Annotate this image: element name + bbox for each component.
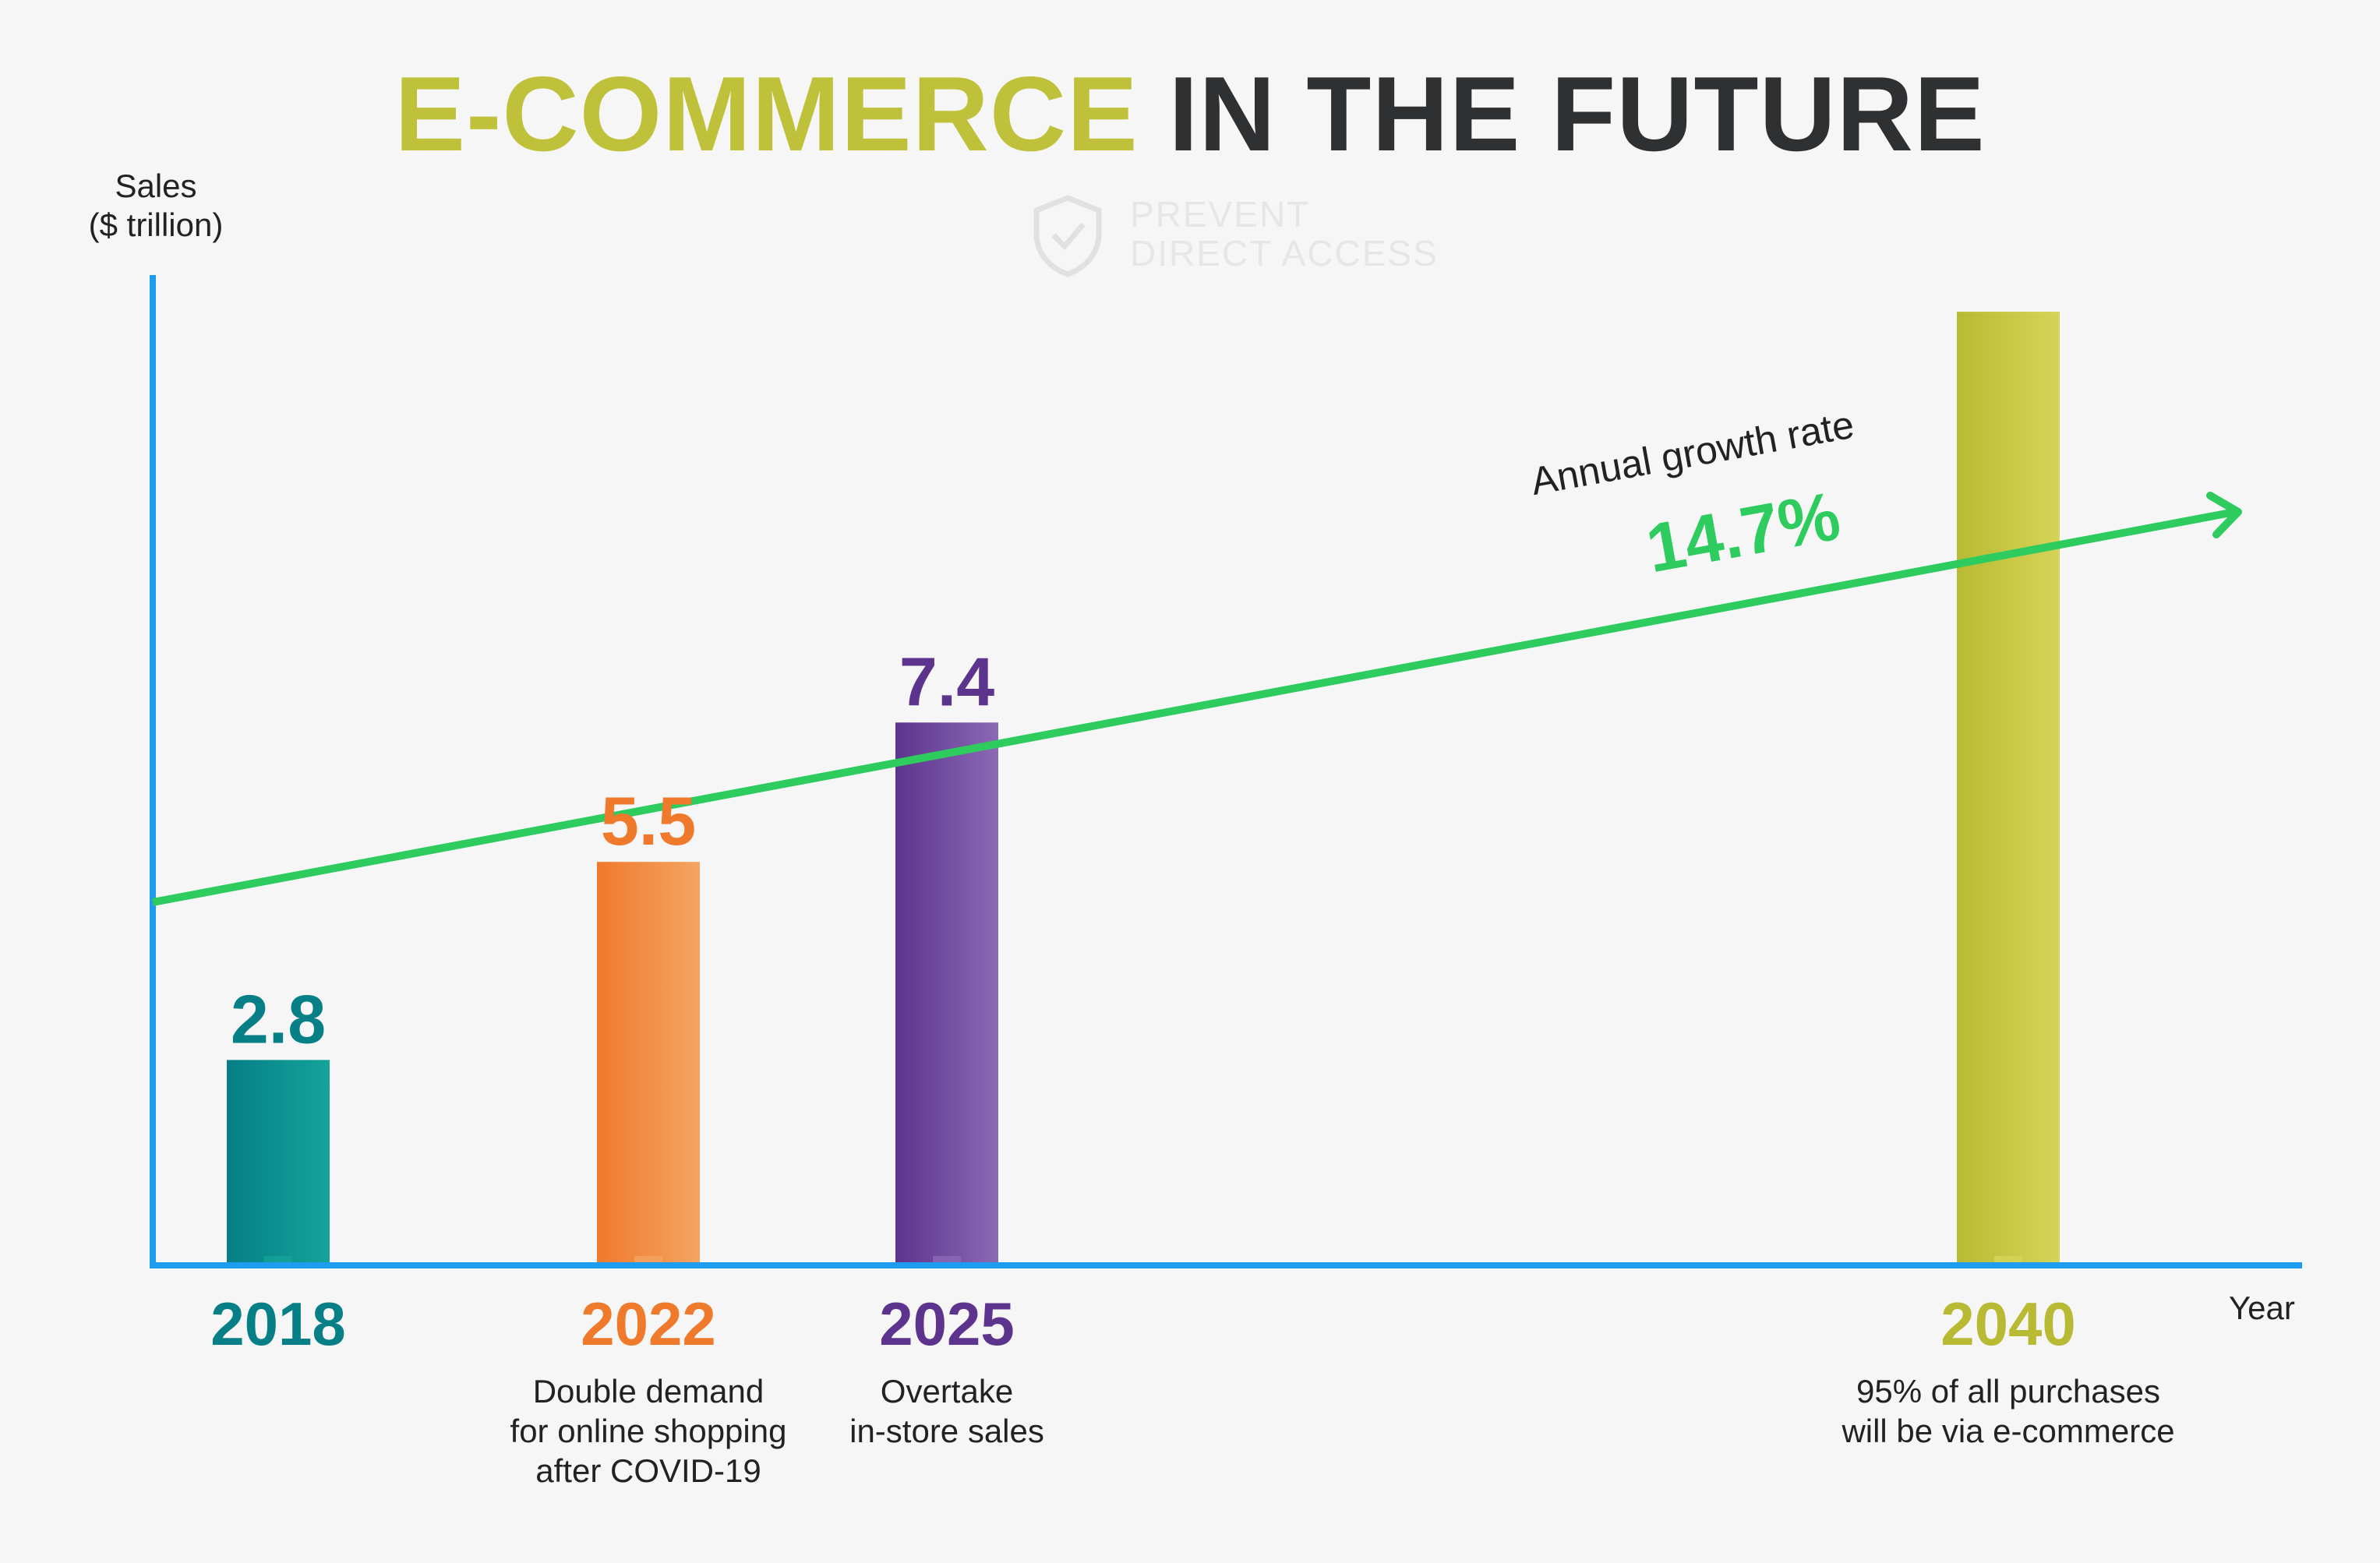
annotation-line: 95% of all purchases	[1856, 1373, 2160, 1410]
annotation-line: in-store sales	[849, 1413, 1044, 1449]
category-label-2022: 2022	[581, 1290, 716, 1358]
annotation-2022: Double demand for online shopping after CO…	[430, 1371, 867, 1491]
category-label-2040: 2040	[1940, 1290, 2076, 1358]
y-axis-label: Sales ($ trillion)	[55, 167, 257, 245]
annotation-line: after COVID-19	[535, 1452, 761, 1489]
annotation-line: for online shopping	[510, 1413, 787, 1449]
watermark-line2: DIRECT ACCESS	[1130, 233, 1439, 273]
bar-2040	[1957, 312, 2060, 1265]
bar-2025	[895, 722, 998, 1265]
watermark-logo: PREVENT DIRECT ACCESS	[1029, 193, 1437, 279]
title-part-2: IN THE FUTURE	[1168, 55, 1986, 173]
annotation-2025: Overtake in-store sales	[729, 1371, 1165, 1451]
y-axis-label-line2: ($ trillion)	[88, 206, 224, 243]
watermark-line1: PREVENT	[1130, 194, 1311, 235]
bar-2022	[597, 862, 700, 1265]
annotation-line: Double demand	[532, 1373, 764, 1410]
annotation-line: will be via e-commerce	[1841, 1413, 2175, 1449]
chart-title: E-COMMERCE IN THE FUTURE	[0, 53, 2380, 175]
shield-icon	[1033, 195, 1102, 277]
value-label-2025: 7.4	[899, 643, 994, 720]
title-part-1: E-COMMERCE	[394, 55, 1139, 173]
trend-line	[152, 508, 2236, 906]
category-label-2025: 2025	[879, 1290, 1015, 1358]
bar-2018	[227, 1060, 330, 1265]
value-label-2022: 5.5	[601, 782, 696, 859]
annotation-2040: 95% of all purchases will be via e-commer…	[1790, 1371, 2226, 1451]
annotation-line: Overtake	[880, 1373, 1014, 1410]
trend-arrowhead	[2206, 492, 2242, 538]
category-label-2018: 2018	[210, 1290, 346, 1358]
x-axis-label: Year	[2229, 1290, 2295, 1326]
value-label-2018: 2.8	[231, 980, 326, 1057]
y-axis-label-line1: Sales	[115, 168, 197, 204]
